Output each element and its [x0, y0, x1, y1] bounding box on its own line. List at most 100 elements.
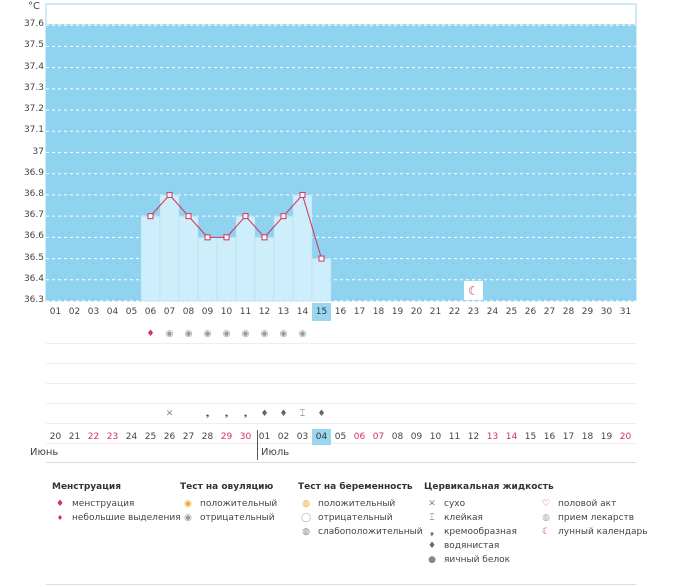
- sticky-icon: ⌶: [429, 513, 435, 523]
- sticky-icon: ⌶: [299, 409, 306, 419]
- calendar-date[interactable]: 17: [562, 432, 575, 442]
- x-tick-label: 07: [163, 307, 176, 317]
- legend-item: ◉ положительный: [180, 497, 277, 511]
- x-tick-label: 26: [524, 307, 537, 317]
- legend-item: ◍ прием лекарств: [538, 511, 648, 525]
- y-tick-label: 36.6: [23, 231, 44, 242]
- calendar-date[interactable]: 07: [372, 432, 385, 442]
- positive-test-icon: ◉: [184, 499, 192, 509]
- calendar-date[interactable]: 06: [353, 432, 366, 442]
- watery-icon: ♦: [427, 541, 437, 551]
- watery-icon: ♦: [317, 409, 326, 419]
- temperature-point: [185, 213, 192, 220]
- y-tick-label: 37.1: [23, 125, 44, 136]
- calendar-date[interactable]: 24: [125, 432, 138, 442]
- calendar-date[interactable]: 27: [182, 432, 195, 442]
- x-tick-label: 20: [410, 307, 423, 317]
- negative-test-icon: ◉: [260, 329, 269, 339]
- calendar-date[interactable]: 20: [619, 432, 632, 442]
- creamy-icon: ❟: [243, 409, 248, 419]
- legend-item: ◯ отрицательный: [298, 511, 423, 525]
- negative-test-icon: ◉: [184, 329, 193, 339]
- calendar-date[interactable]: 19: [600, 432, 613, 442]
- calendar-date[interactable]: 21: [68, 432, 81, 442]
- calendar-date[interactable]: 02: [277, 432, 290, 442]
- calendar-date[interactable]: 26: [163, 432, 176, 442]
- negative-test-icon: ◉: [298, 329, 307, 339]
- month-label-june: Июнь: [30, 447, 59, 458]
- x-tick-label: 05: [125, 307, 138, 317]
- temperature-bar: [197, 237, 218, 302]
- calendar-date[interactable]: 23: [106, 432, 119, 442]
- y-tick-label: 36.5: [23, 252, 44, 263]
- heart-icon: ♡: [541, 499, 551, 509]
- pregnancy-weak-icon: ◍: [302, 527, 310, 537]
- pregnancy-negative-icon: ◯: [300, 513, 312, 523]
- temperature-bar: [311, 258, 332, 302]
- tracker-row: [46, 384, 636, 404]
- y-tick-label: 36.4: [23, 273, 44, 284]
- legend-title: Менструация: [52, 482, 121, 492]
- y-tick-label: 37.6: [23, 19, 44, 30]
- negative-test-icon: ◉: [203, 329, 212, 339]
- calendar-date[interactable]: 10: [429, 432, 442, 442]
- y-tick-label: 37.2: [23, 104, 44, 115]
- x-tick-label: 24: [486, 307, 499, 317]
- calendar-date[interactable]: 29: [220, 432, 233, 442]
- negative-test-icon: ◉: [165, 329, 174, 339]
- calendar-date[interactable]: 15: [524, 432, 537, 442]
- moon-icon: ☾: [468, 284, 479, 298]
- month-divider: [257, 430, 258, 460]
- calendar-date[interactable]: 05: [334, 432, 347, 442]
- x-tick-label: 10: [220, 307, 233, 317]
- x-tick-label: 14: [296, 307, 309, 317]
- y-tick-label: 36.9: [23, 167, 44, 178]
- temperature-point: [166, 191, 173, 198]
- calendar-date[interactable]: 30: [239, 432, 252, 442]
- legend-item: ♦ небольшие выделения: [52, 511, 181, 525]
- calendar-date[interactable]: 28: [201, 432, 214, 442]
- calendar-date[interactable]: 25: [144, 432, 157, 442]
- creamy-icon: ❟: [205, 409, 210, 419]
- watery-icon: ♦: [279, 409, 288, 419]
- legend-item: ♡ половой акт: [538, 497, 648, 511]
- spotting-drop-icon: ♦: [146, 329, 155, 339]
- calendar-date[interactable]: 22: [87, 432, 100, 442]
- calendar-date[interactable]: 09: [410, 432, 423, 442]
- calendar-date[interactable]: 14: [505, 432, 518, 442]
- temperature-bar: [254, 237, 275, 302]
- x-tick-label: 28: [562, 307, 575, 317]
- calendar-date[interactable]: 12: [467, 432, 480, 442]
- moon-icon: ☾: [541, 527, 551, 537]
- x-tick-label: 29: [581, 307, 594, 317]
- x-tick-label: 23: [467, 307, 480, 317]
- calendar-date[interactable]: 18: [581, 432, 594, 442]
- month-label-july: Июль: [261, 447, 290, 458]
- pill-icon: ◍: [542, 513, 550, 523]
- temperature-bar: [292, 194, 313, 302]
- temperature-chart: ☾: [45, 3, 637, 302]
- legend-cervical: Цервикальная жидкость ✕ сухо ⌶ клейкая ❟ кр…: [424, 482, 554, 567]
- temperature-bar: [235, 215, 256, 302]
- temperature-bar: [140, 215, 161, 302]
- y-tick-label: 36.3: [23, 295, 44, 305]
- temperature-point: [223, 234, 230, 241]
- spotting-drop-icon: ♦: [56, 514, 64, 522]
- negative-test-icon: ◉: [222, 329, 231, 339]
- calendar-date[interactable]: 08: [391, 432, 404, 442]
- legend-item: ♦ водянистая: [424, 539, 554, 553]
- temperature-point: [261, 234, 268, 241]
- calendar-date[interactable]: 13: [486, 432, 499, 442]
- calendar-date[interactable]: 04: [312, 429, 331, 445]
- calendar-date[interactable]: 16: [543, 432, 556, 442]
- temperature-point: [318, 255, 325, 262]
- calendar-date[interactable]: 01: [258, 432, 271, 442]
- temperature-bar: [178, 215, 199, 302]
- legend-other: . ♡половой акт ◍прием лекарств ☾лунный к…: [538, 482, 648, 539]
- temperature-bar: [216, 237, 237, 302]
- calendar-date[interactable]: 11: [448, 432, 461, 442]
- calendar-date[interactable]: 03: [296, 432, 309, 442]
- creamy-icon: ❟: [224, 409, 229, 419]
- calendar-date[interactable]: 20: [49, 432, 62, 442]
- x-tick-label: 09: [201, 307, 214, 317]
